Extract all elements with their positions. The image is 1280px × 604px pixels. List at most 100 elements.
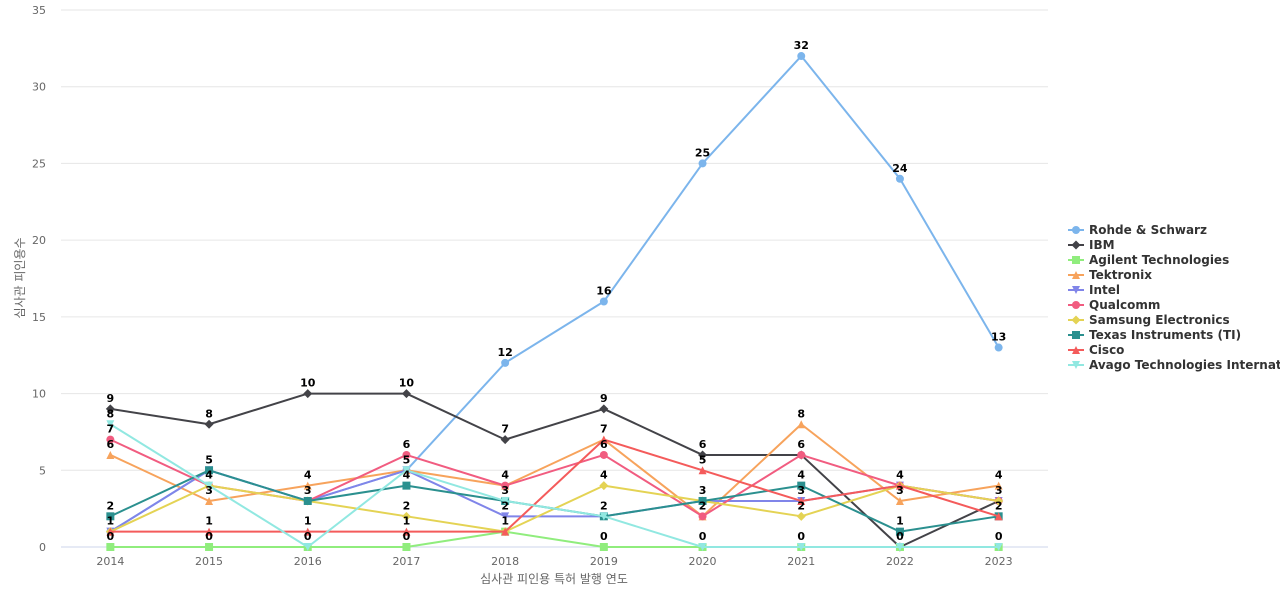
legend-item-intel[interactable]: Intel	[1068, 283, 1120, 297]
y-tick-label: 35	[32, 4, 46, 17]
legend-item-cisco[interactable]: Cisco	[1068, 343, 1124, 357]
data-point	[106, 543, 115, 551]
series-line	[109, 469, 999, 533]
data-point	[599, 543, 608, 551]
legend-label: Texas Instruments (TI)	[1089, 328, 1241, 342]
data-label: 6	[797, 438, 805, 451]
data-point	[895, 174, 904, 183]
y-tick-label: 25	[32, 157, 46, 170]
x-tick-label: 2020	[689, 555, 717, 568]
data-point	[205, 496, 214, 505]
data-label: 1	[205, 515, 213, 528]
data-point	[401, 389, 411, 399]
data-point	[698, 543, 707, 551]
data-point	[402, 481, 411, 490]
data-point	[500, 435, 510, 445]
data-point	[501, 496, 510, 505]
data-label: 7	[501, 423, 509, 436]
series-line	[109, 438, 999, 518]
data-label: 2	[403, 499, 411, 512]
data-label: 6	[403, 438, 411, 451]
data-label: 9	[107, 392, 115, 405]
x-tick-label: 2017	[392, 555, 420, 568]
legend-marker	[1072, 361, 1080, 369]
data-point	[796, 511, 806, 521]
y-tick-label: 0	[39, 541, 46, 554]
data-label: 13	[991, 331, 1006, 344]
legend-marker	[1072, 286, 1080, 294]
data-point	[105, 404, 115, 414]
data-label: 0	[107, 530, 115, 543]
legend-item-avago-technologies-internat[interactable]: Avago Technologies Internat...	[1068, 358, 1280, 372]
legend-marker	[1071, 315, 1081, 325]
data-point	[895, 481, 904, 490]
series-line	[109, 423, 999, 548]
data-label: 6	[600, 438, 608, 451]
legend-item-qualcomm[interactable]: Qualcomm	[1068, 298, 1160, 312]
data-label: 2	[699, 499, 707, 512]
data-label: 6	[699, 438, 707, 451]
legend-marker	[1072, 271, 1080, 279]
data-label: 1	[896, 515, 904, 528]
data-label: 1	[304, 515, 312, 528]
data-label: 1	[403, 515, 411, 528]
data-label: 16	[596, 285, 612, 298]
data-labels: 1906728580341310041510062411271423169072…	[107, 39, 1007, 543]
data-point	[106, 527, 115, 536]
legend-item-ibm[interactable]: IBM	[1068, 238, 1115, 252]
data-label: 3	[501, 484, 509, 497]
legend-marker	[1072, 256, 1080, 264]
series-cisco	[106, 435, 1003, 536]
series-line	[110, 438, 999, 533]
data-label: 5	[403, 453, 411, 466]
data-label: 0	[699, 530, 707, 543]
data-label: 8	[797, 407, 805, 420]
data-point	[501, 358, 510, 367]
data-label: 0	[205, 530, 213, 543]
data-label: 2	[107, 499, 115, 512]
data-point	[994, 343, 1003, 352]
x-tick-label: 2014	[96, 555, 124, 568]
legend-label: Qualcomm	[1089, 298, 1160, 312]
legend-marker	[1072, 301, 1080, 309]
legend-item-texas-instruments-ti[interactable]: Texas Instruments (TI)	[1068, 328, 1241, 342]
data-point	[402, 527, 411, 536]
series-line	[110, 530, 999, 548]
data-point	[106, 512, 115, 521]
data-point	[501, 512, 510, 521]
data-point	[402, 543, 411, 551]
legend-item-samsung-electronics[interactable]: Samsung Electronics	[1068, 313, 1230, 327]
data-label: 9	[600, 392, 608, 405]
y-tick-label: 20	[32, 234, 46, 247]
data-label: 2	[995, 499, 1003, 512]
data-point	[895, 496, 904, 505]
legend-marker	[1071, 240, 1081, 250]
data-label: 1	[501, 515, 509, 528]
legend-item-tektronix[interactable]: Tektronix	[1068, 268, 1152, 282]
data-label: 3	[205, 484, 213, 497]
y-tick-label: 10	[32, 388, 46, 401]
data-point	[994, 481, 1003, 490]
legend-label: Intel	[1089, 283, 1120, 297]
legend-item-agilent-technologies[interactable]: Agilent Technologies	[1068, 253, 1229, 267]
data-label: 2	[600, 499, 608, 512]
x-axis-title: 심사관 피인용 특허 발행 연도	[480, 571, 628, 586]
legend-marker	[1072, 226, 1080, 234]
y-axis: 0 5 10 15 20 25 30 35	[32, 4, 46, 554]
data-point	[205, 481, 214, 490]
data-point	[599, 435, 608, 444]
data-point	[698, 512, 707, 521]
data-point	[698, 159, 707, 168]
series-line	[109, 469, 999, 533]
data-label: 3	[797, 484, 805, 497]
data-point	[698, 466, 707, 475]
data-point	[994, 496, 1004, 506]
data-point	[106, 435, 115, 444]
legend-label: Avago Technologies Internat...	[1089, 358, 1280, 372]
data-point	[205, 466, 214, 475]
data-label: 4	[304, 469, 312, 482]
data-label: 4	[501, 469, 509, 482]
data-label: 0	[600, 530, 608, 543]
legend-item-rohde-schwarz[interactable]: Rohde & Schwarz	[1068, 223, 1207, 237]
